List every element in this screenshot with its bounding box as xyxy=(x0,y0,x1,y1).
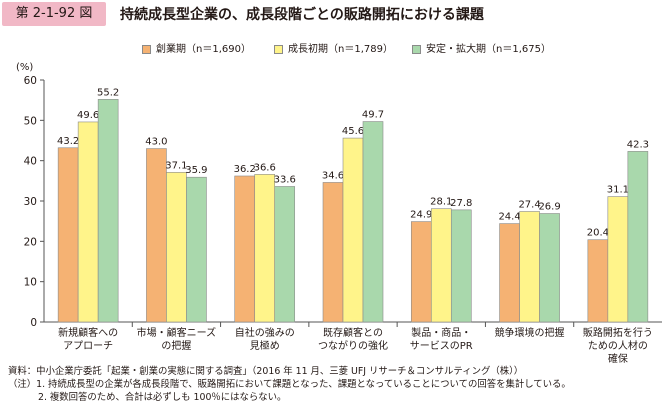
bar xyxy=(146,148,167,323)
x-axis-category-label: 市場・顧客ニーズ xyxy=(137,326,217,339)
bar-value-label: 33.6 xyxy=(274,174,296,185)
bar-value-label: 36.6 xyxy=(254,162,276,173)
legend-swatch-series-1 xyxy=(142,45,151,54)
legend-label-series-2: 成長初期（n＝1,789） xyxy=(288,44,393,55)
y-axis-unit-label: (%) xyxy=(16,62,33,73)
y-axis-tick-label: 30 xyxy=(24,196,37,208)
bar-value-label: 36.2 xyxy=(234,164,256,175)
bar xyxy=(539,213,560,323)
bar-value-label: 20.4 xyxy=(587,228,609,239)
legend-label-series-3: 安定・拡大期（n＝1,675） xyxy=(426,44,551,55)
bar-value-label: 26.9 xyxy=(538,202,560,213)
bar xyxy=(450,209,472,323)
bar xyxy=(77,121,99,323)
bar-value-label: 45.6 xyxy=(342,126,364,137)
bar xyxy=(97,99,119,323)
bar xyxy=(322,182,344,323)
bar-value-label: 27.8 xyxy=(450,198,472,209)
x-axis-category-label: ための人材の xyxy=(588,339,648,352)
legend-label-series-1: 創業期（n＝1,690） xyxy=(156,44,251,55)
bar-value-label: 24.9 xyxy=(410,210,432,221)
bar xyxy=(362,121,384,323)
x-axis-category-label: 新規顧客への xyxy=(58,326,118,339)
bar xyxy=(254,174,276,323)
bar xyxy=(607,196,629,323)
legend-swatch-series-2 xyxy=(274,45,283,54)
x-axis-category-label: 競争環境の把握 xyxy=(495,326,565,339)
bar-value-label: 31.1 xyxy=(607,185,629,196)
bar xyxy=(587,239,609,323)
x-axis-category-label: 確保 xyxy=(608,352,628,365)
bar xyxy=(57,147,79,323)
x-axis-category-label: サービスのPR xyxy=(410,340,473,352)
bar-value-label: 43.2 xyxy=(57,136,79,147)
note-1: （注）1. 持続成長型の企業が各成長段階で、販路開拓において課題となった、課題と… xyxy=(8,379,571,390)
bar xyxy=(166,172,187,323)
x-axis-category-label: アプローチ xyxy=(63,340,113,352)
bar xyxy=(186,176,207,323)
bar-value-label: 43.0 xyxy=(145,137,167,148)
y-axis-tick-label: 0 xyxy=(30,317,37,329)
x-axis-category-label: の把握 xyxy=(161,339,191,352)
x-axis-category-label: 製品・商品・ xyxy=(411,326,471,339)
figure-header: 第 2-1-92 図 持続成長型企業の、成長段階ごとの販路開拓における課題 xyxy=(0,0,667,34)
y-axis-tick-label: 60 xyxy=(24,75,37,87)
y-axis-tick-label: 40 xyxy=(24,156,37,168)
bar-value-label: 49.6 xyxy=(77,110,99,121)
chart-notes: 資料：中小企業庁委託「起業・創業の実態に関する調査」（2016 年 11 月、三… xyxy=(8,365,663,404)
x-axis-category-label: 見極め xyxy=(250,339,280,352)
bar-value-label: 28.1 xyxy=(430,197,452,208)
bar xyxy=(430,208,452,323)
bar xyxy=(627,151,649,323)
x-axis-category-label: 自社の強みの xyxy=(235,326,295,339)
source-note: 資料：中小企業庁委託「起業・創業の実態に関する調査」（2016 年 11 月、三… xyxy=(8,366,524,377)
bar-value-label: 55.2 xyxy=(97,87,119,98)
y-axis-tick-label: 50 xyxy=(24,115,37,127)
y-axis-tick-label: 10 xyxy=(24,277,37,289)
bar-value-label: 27.4 xyxy=(518,199,540,210)
legend-swatch-series-3 xyxy=(412,45,421,54)
bar xyxy=(519,211,540,323)
x-axis-category-label: 販路開拓を行う xyxy=(583,326,653,339)
figure-title: 持続成長型企業の、成長段階ごとの販路開拓における課題 xyxy=(120,7,484,23)
bar xyxy=(234,175,256,323)
note-2: 2. 複数回答のため、合計は必ずしも 100％にはならない。 xyxy=(38,392,287,403)
bar-value-label: 37.1 xyxy=(165,160,187,171)
y-axis-tick-label: 20 xyxy=(24,236,37,248)
bar xyxy=(410,221,432,323)
x-axis-category-label: 既存顧客との xyxy=(323,326,383,339)
bar-value-label: 49.7 xyxy=(362,110,384,121)
figure-number-badge: 第 2-1-92 図 xyxy=(2,2,106,26)
bar-value-label: 34.6 xyxy=(322,170,344,181)
bar-value-label: 35.9 xyxy=(185,165,207,176)
bar xyxy=(499,223,520,323)
bar-value-label: 42.3 xyxy=(627,139,649,150)
bar-value-label: 24.4 xyxy=(498,212,520,223)
bar xyxy=(342,137,364,323)
bar xyxy=(274,186,296,323)
x-axis-category-label: つながりの強化 xyxy=(318,339,388,352)
